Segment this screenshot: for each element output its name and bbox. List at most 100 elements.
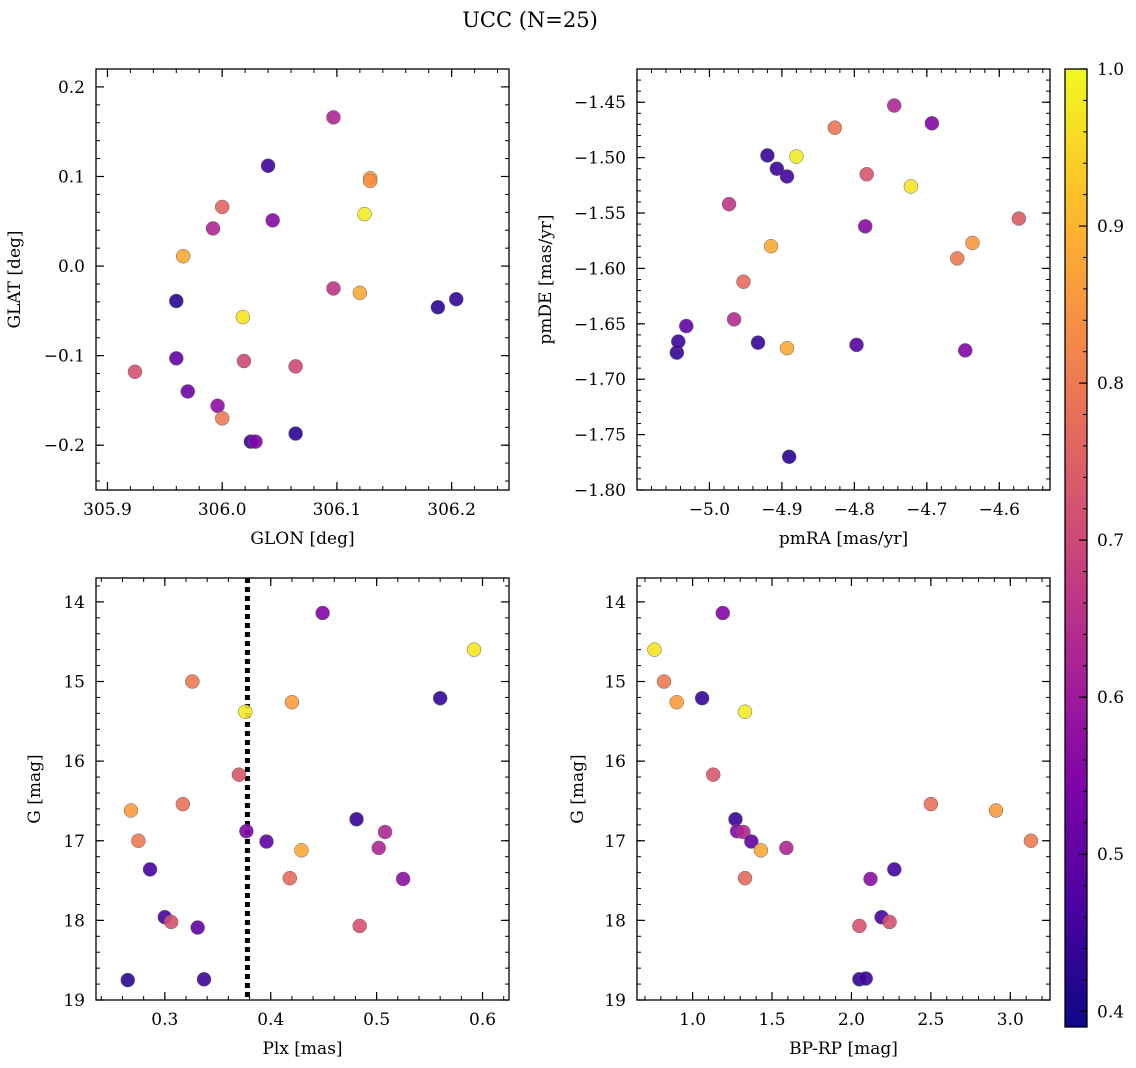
scatter-point — [656, 674, 672, 689]
scatter-point — [185, 674, 200, 689]
colorbar-frame — [1064, 68, 1088, 1028]
scatter-point — [214, 411, 230, 426]
scatter-point — [1023, 833, 1039, 849]
scatter-point — [737, 704, 753, 720]
x-axis-label: Plx [mas] — [262, 1039, 342, 1059]
scatter-point — [924, 116, 940, 131]
scatter-point — [965, 235, 980, 251]
y-tick-label: 0.1 — [58, 167, 85, 187]
scatter-point — [259, 834, 274, 849]
minor-ticks — [96, 578, 509, 1001]
x-tick-label: 0.5 — [363, 1010, 390, 1030]
scatter-point — [377, 824, 393, 840]
scatter-point — [781, 449, 797, 465]
scatter-point — [180, 384, 196, 399]
x-tick-label: 306.2 — [427, 500, 476, 520]
scatter-point — [753, 843, 769, 858]
y-tick-label: 14 — [604, 593, 626, 613]
scatter-point — [284, 694, 300, 710]
scatter-point — [950, 251, 965, 266]
minor-ticks — [637, 578, 1050, 1001]
y-tick-label: 17 — [63, 832, 85, 852]
panel-plx-g: 0.3 0.4 0.5 0.6 14 15 16 17 18 19 Plx [mas] G [mag] — [25, 577, 510, 1059]
colorbar-tick-label: 0.8 — [1097, 374, 1124, 394]
scatter-point — [923, 796, 939, 812]
scatter-point — [163, 914, 179, 930]
scatter-point — [175, 248, 191, 264]
scatter-point — [395, 871, 411, 887]
colorbar-tick-label: 0.6 — [1097, 688, 1124, 708]
scatter-point — [238, 704, 253, 720]
colorbar-tick-label: 1.0 — [1097, 60, 1124, 80]
scatter-point — [260, 158, 276, 173]
colorbar-tick-label: 0.7 — [1097, 531, 1124, 551]
scatter-point — [196, 972, 212, 987]
y-tick-label: −0.2 — [44, 436, 85, 456]
scatter-point — [671, 334, 686, 349]
scatter-point — [288, 426, 303, 441]
scatter-point — [288, 359, 303, 374]
x-tick-label: −5.0 — [689, 500, 730, 520]
y-axis-label: G [mag] — [568, 754, 588, 823]
y-axis-label: G [mag] — [25, 754, 45, 823]
scatter-point — [430, 300, 446, 315]
scatter-point — [737, 870, 753, 886]
panel-bprp-g: 1.0 1.5 2.0 2.5 3.0 14 15 16 17 18 19 BP-RP [mag] G … — [568, 577, 1051, 1059]
scatter-point — [882, 914, 897, 930]
scatter-point — [859, 167, 874, 182]
scatter-point — [448, 291, 464, 307]
scatter-point — [647, 642, 662, 657]
axes-frame — [95, 577, 510, 1001]
scatter-point — [957, 343, 973, 358]
axes-frame — [636, 577, 1051, 1001]
scatter-point — [210, 398, 225, 414]
scatter-point — [169, 351, 184, 366]
y-tick-label: −1.60 — [574, 259, 626, 279]
y-tick-label: −1.50 — [574, 149, 626, 169]
colorbar-tick-label: 0.5 — [1097, 845, 1124, 865]
scatter-point — [248, 434, 263, 449]
y-tick-label: −1.65 — [574, 315, 626, 335]
scatter-point — [315, 605, 330, 621]
y-tick-label: 0.0 — [58, 257, 85, 277]
scatter-point — [265, 213, 280, 228]
scatter-point — [827, 120, 843, 135]
scatter-point — [214, 199, 230, 215]
y-tick-label: 14 — [63, 593, 85, 613]
scatter-point — [760, 148, 775, 163]
y-tick-label: 19 — [63, 991, 85, 1011]
scatter-point — [736, 274, 751, 289]
scatter-point — [887, 862, 902, 877]
panel-pmra-pmde: −5.0 −4.9 −4.8 −4.7 −4.6 −1.80 −1.75 −1.70 −1.65… — [536, 68, 1051, 549]
y-tick-label: 0.2 — [58, 78, 85, 98]
x-tick-label: 0.6 — [469, 1010, 496, 1030]
y-tick-label: −1.45 — [574, 93, 626, 113]
scatter-point — [715, 605, 731, 621]
x-tick-label: −4.9 — [761, 500, 802, 520]
scatter-point — [352, 918, 367, 934]
x-tick-label: 306.0 — [198, 500, 247, 520]
x-axis-label: pmRA [mas/yr] — [779, 529, 908, 549]
scatter-point — [357, 206, 372, 222]
scatter-point — [736, 824, 751, 840]
figure-title: UCC (N=25) — [462, 8, 598, 32]
x-tick-label: 2.5 — [917, 1010, 944, 1030]
y-tick-label: −1.80 — [574, 481, 626, 501]
scatter-point — [175, 796, 191, 812]
scatter-point — [694, 690, 710, 706]
scatter-point — [705, 767, 721, 782]
y-tick-label: −1.70 — [574, 370, 626, 390]
scatter-point — [721, 196, 737, 212]
scatter-point — [131, 833, 146, 849]
y-tick-label: 15 — [63, 673, 85, 693]
scatter-point — [432, 690, 448, 706]
scatter-point — [371, 840, 386, 856]
scatter-point — [239, 823, 254, 839]
minor-ticks — [96, 68, 509, 490]
scatter-point — [779, 340, 795, 356]
scatter-point — [779, 840, 794, 856]
colorbar-gradient — [1065, 69, 1087, 1027]
scatter-point — [231, 767, 247, 782]
x-tick-label: −4.6 — [979, 500, 1020, 520]
x-axis-label: BP-RP [mag] — [789, 1039, 898, 1059]
